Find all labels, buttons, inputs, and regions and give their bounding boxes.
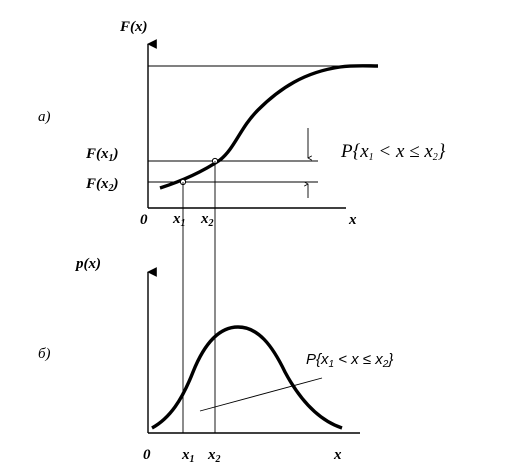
panel-a-cdf: a) F(x) 0 x x1 x2 F(x1) F(x2) P{x1 < x ≤… xyxy=(38,19,446,229)
panel-b-pdf: б) p(x) 0 x x1 x2 P{x1 < x ≤ x2} xyxy=(38,256,393,465)
f-x2-label: F(x2) xyxy=(85,176,119,194)
f-x1-label: F(x1) xyxy=(85,146,119,164)
panel-b-y-label: p(x) xyxy=(74,256,101,272)
panel-a-x2-label: x2 xyxy=(200,211,214,229)
cdf-curve xyxy=(159,64,379,190)
panel-a-x-label: x xyxy=(348,212,357,228)
probability-pointer-line xyxy=(199,377,323,412)
panel-a-marker: a) xyxy=(38,109,51,125)
panel-b-probability-label: P{x1 < x ≤ x2} xyxy=(306,351,393,370)
panel-a-probability-label: P{x1 < x ≤ x2} xyxy=(340,141,446,163)
panel-a-y-label: F(x) xyxy=(119,19,148,35)
panel-b-marker: б) xyxy=(38,346,51,362)
pdf-curve xyxy=(151,325,343,430)
panel-b-origin: 0 xyxy=(143,447,151,463)
panel-b-x1-label: x1 xyxy=(181,447,195,465)
panel-b-x2-label: x2 xyxy=(207,447,221,465)
panel-b-x-label: x xyxy=(333,447,342,463)
panel-a-x1-label: x1 xyxy=(172,211,186,229)
panel-a-origin: 0 xyxy=(140,212,148,228)
